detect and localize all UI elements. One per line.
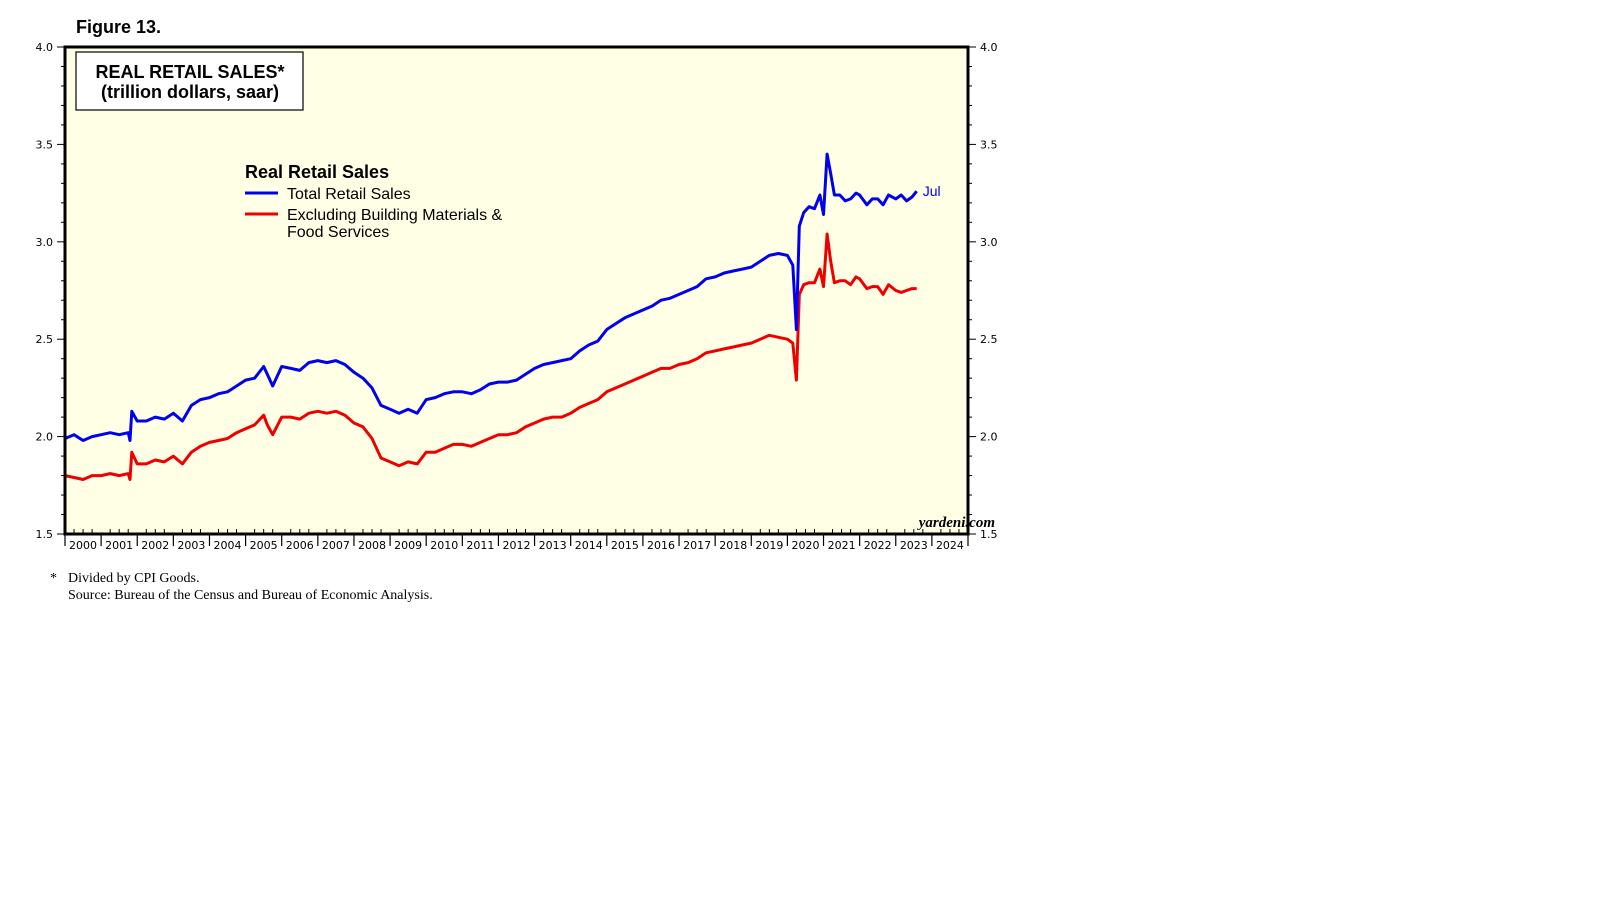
y-tick-label-left: 2.5: [36, 333, 54, 346]
footnotes: * Divided by CPI Goods. Source: Bureau of…: [50, 570, 433, 604]
chart-title: REAL RETAIL SALES*: [95, 62, 284, 82]
x-tick-label: 2002: [141, 539, 169, 552]
y-tick-label-left: 3.5: [36, 138, 54, 151]
x-tick-label: 2017: [683, 539, 711, 552]
y-tick-label-right: 2.5: [980, 333, 998, 346]
y-tick-label-right: 4.0: [980, 41, 998, 54]
x-tick-label: 2010: [430, 539, 458, 552]
series-line-total-retail-sales: [64, 152, 918, 442]
legend-label-excl-line1: Excluding Building Materials &: [287, 207, 503, 224]
x-tick-label: 2005: [250, 539, 278, 552]
x-tick-label: 2024: [936, 539, 964, 552]
watermark: yardeni.com: [917, 515, 995, 531]
x-tick-label: 2011: [466, 539, 494, 552]
x-axis: 2000 2001 2002 2003 2004 2005 2006 2007 2008 2009…: [64, 529, 969, 552]
footnote-source: Source: Bureau of the Census and Bureau …: [68, 588, 433, 603]
legend-label-total: Total Retail Sales: [287, 186, 411, 203]
y-tick-label-right: 2.0: [980, 431, 998, 444]
x-tick-label: 2014: [575, 539, 603, 552]
y-axis-right: 1.5 2.0 2.5 3.0 3.5 4.0: [968, 41, 998, 541]
y-tick-label-left: 3.0: [36, 236, 54, 249]
x-tick-label: 2015: [611, 539, 639, 552]
footnote-star: *: [50, 571, 57, 586]
x-tick-label: 2021: [828, 539, 856, 552]
y-tick-label-left: 1.5: [36, 528, 54, 541]
title-box: [75, 51, 304, 111]
plot-area: [65, 47, 968, 534]
x-tick-label: 2012: [503, 539, 531, 552]
x-tick-label: 2019: [755, 539, 783, 552]
y-tick-label-right: 3.5: [980, 138, 998, 151]
x-tick-label: 2023: [900, 539, 928, 552]
x-tick-label: 2001: [105, 539, 133, 552]
x-tick-label: 2009: [394, 539, 422, 552]
figure-label: Figure 13.: [76, 17, 162, 37]
plot-frame: [63, 45, 970, 536]
x-tick-label: 2000: [69, 539, 97, 552]
x-tick-label: 2020: [791, 539, 819, 552]
y-tick-label-left: 4.0: [36, 41, 54, 54]
x-tick-label: 2018: [719, 539, 747, 552]
x-tick-label: 2022: [864, 539, 892, 552]
y-axis-left: 1.5 2.0 2.5 3.0 3.5 4.0: [36, 41, 65, 541]
y-tick-label-right: 1.5: [980, 528, 998, 541]
x-tick-label: 2006: [286, 539, 314, 552]
x-tick-label: 2003: [177, 539, 205, 552]
end-label-jul: Jul: [923, 183, 941, 199]
chart-subtitle: (trillion dollars, saar): [101, 82, 279, 102]
x-tick-label: 2008: [358, 539, 386, 552]
x-tick-label: 2013: [539, 539, 567, 552]
footnote-note: Divided by CPI Goods.: [68, 571, 200, 586]
series-line-excl-building-food: [64, 232, 917, 481]
legend-title: Real Retail Sales: [245, 162, 389, 182]
y-tick-label-left: 2.0: [36, 431, 54, 444]
x-tick-label: 2016: [647, 539, 675, 552]
y-tick-label-right: 3.0: [980, 236, 998, 249]
legend-label-excl-line2: Food Services: [287, 224, 389, 241]
x-tick-label: 2004: [214, 539, 242, 552]
x-tick-label: 2007: [322, 539, 350, 552]
